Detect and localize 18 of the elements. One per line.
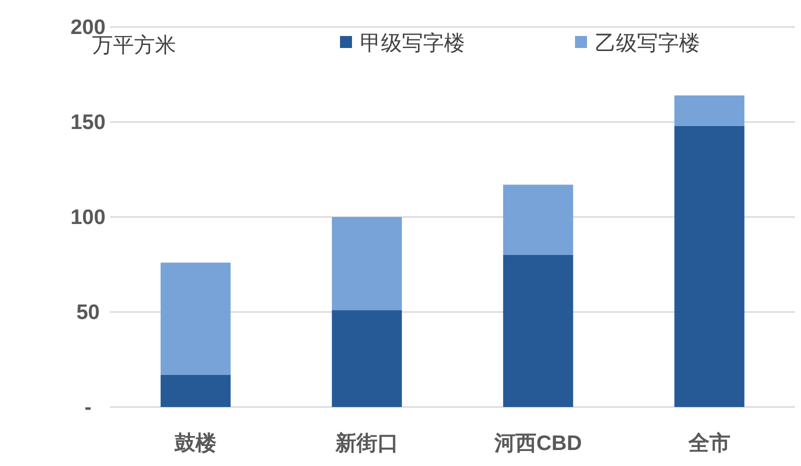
bar [674, 95, 744, 126]
bar [160, 262, 231, 375]
x-tick-label: 新街口 [334, 431, 398, 455]
bar [160, 374, 231, 407]
x-tick-label: 全市 [687, 431, 730, 455]
bar [332, 217, 402, 310]
y-tick-label: - [84, 396, 92, 419]
y-tick-label: 150 [70, 111, 106, 134]
bar [503, 255, 574, 407]
bar [503, 184, 574, 255]
y-tick-label: 100 [70, 206, 106, 229]
bar [674, 126, 744, 407]
y-tick-label: 50 [76, 301, 100, 324]
legend-label: 乙级写字楼 [595, 32, 700, 55]
x-tick-label: 鼓楼 [174, 432, 218, 455]
legend-label: 甲级写字楼 [360, 32, 465, 55]
bar [332, 310, 402, 407]
x-tick-label: 河西CBD [493, 432, 582, 455]
